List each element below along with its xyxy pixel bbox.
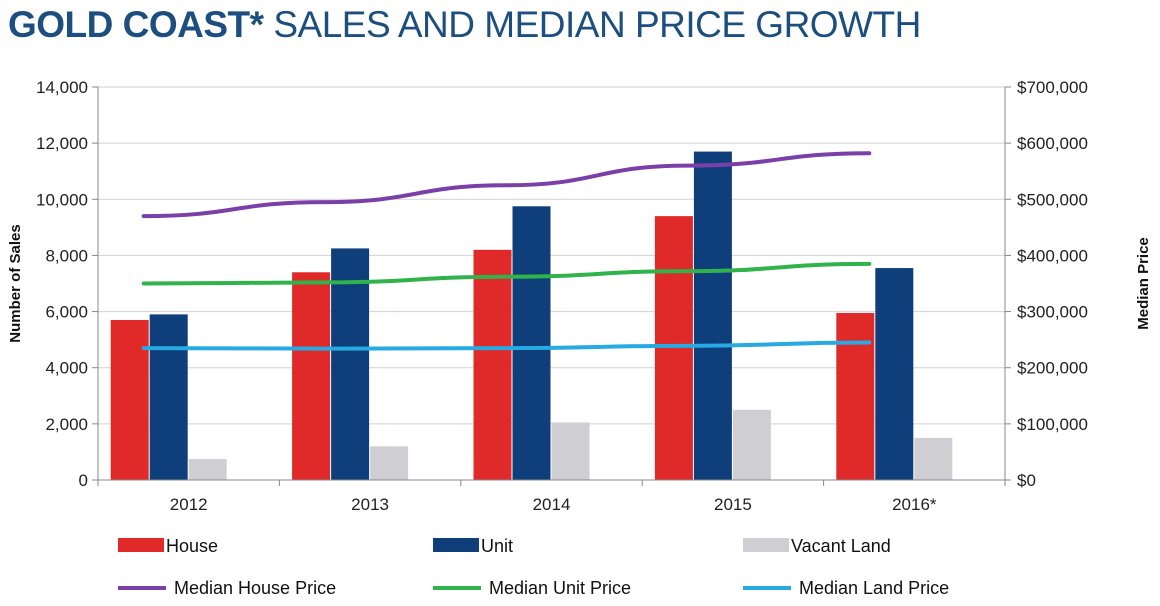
y-axis-title: Number of Sales xyxy=(7,224,24,342)
bar-house xyxy=(110,319,149,480)
bar-vacant-land xyxy=(732,409,771,480)
right-tick-label: $300,000 xyxy=(1017,303,1088,322)
right-tick-label: $700,000 xyxy=(1017,78,1088,97)
legend-label-vacant-land: Vacant Land xyxy=(791,536,891,556)
right-tick-label: $400,000 xyxy=(1017,246,1088,265)
line-median-land-price xyxy=(141,340,872,351)
bar-house xyxy=(473,249,512,480)
legend: House Unit Vacant Land Median House Price Me… xyxy=(118,536,949,598)
chart-title-rest: SALES AND MEDIAN PRICE GROWTH xyxy=(273,4,921,45)
chart-title: GOLD COAST* SALES AND MEDIAN PRICE GROWT… xyxy=(8,4,921,46)
legend-label-unit: Unit xyxy=(481,536,513,556)
left-tick-label: 4,000 xyxy=(45,359,88,378)
bar-house xyxy=(292,272,331,480)
bar-unit xyxy=(149,314,188,480)
left-tick-label: 8,000 xyxy=(45,246,88,265)
bar-unit xyxy=(512,206,551,480)
x-tick-label: 2014 xyxy=(533,495,571,514)
right-tick-label: $100,000 xyxy=(1017,415,1088,434)
left-tick-label: 12,000 xyxy=(36,134,88,153)
line-median-unit-price xyxy=(141,261,872,286)
bar-unit xyxy=(875,268,914,480)
gridlines xyxy=(98,86,1005,481)
bar-unit xyxy=(693,151,732,481)
left-tick-label: 6,000 xyxy=(45,303,88,322)
price-lines xyxy=(141,151,872,351)
left-tick-label: 14,000 xyxy=(36,78,88,97)
legend-swatch-unit xyxy=(433,538,479,552)
bars xyxy=(110,151,953,481)
bar-house xyxy=(654,216,693,480)
bar-house xyxy=(836,312,875,480)
legend-swatch-house xyxy=(118,538,164,552)
left-tick-label: 10,000 xyxy=(36,190,88,209)
left-tick-label: 2,000 xyxy=(45,415,88,434)
right-tick-label: $0 xyxy=(1017,471,1036,490)
left-tick-label: 0 xyxy=(79,471,88,490)
legend-label-median-unit-price: Median Unit Price xyxy=(489,578,631,598)
bar-vacant-land xyxy=(914,437,953,480)
y-axis-right-title: Median Price xyxy=(1135,237,1152,330)
axes: 0 $0 2,000 $100,000 4,000 $200,000 6,000 $300,0… xyxy=(7,78,1152,514)
x-tick-label: 2013 xyxy=(351,495,389,514)
chart-title-bold: GOLD COAST* xyxy=(8,4,264,45)
right-tick-label: $200,000 xyxy=(1017,359,1088,378)
x-tick-label: 2016* xyxy=(892,495,937,514)
legend-label-house: House xyxy=(166,536,218,556)
bar-unit xyxy=(331,248,370,480)
right-tick-label: $600,000 xyxy=(1017,134,1088,153)
line-median-house-price xyxy=(141,151,872,219)
legend-swatch-vacant-land xyxy=(743,538,789,552)
x-tick-label: 2012 xyxy=(170,495,208,514)
right-tick-label: $500,000 xyxy=(1017,190,1088,209)
bar-vacant-land xyxy=(551,422,590,480)
legend-label-median-land-price: Median Land Price xyxy=(799,578,949,598)
bar-vacant-land xyxy=(188,458,227,480)
x-tick-label: 2015 xyxy=(714,495,752,514)
bar-vacant-land xyxy=(370,446,409,480)
legend-label-median-house-price: Median House Price xyxy=(174,578,336,598)
